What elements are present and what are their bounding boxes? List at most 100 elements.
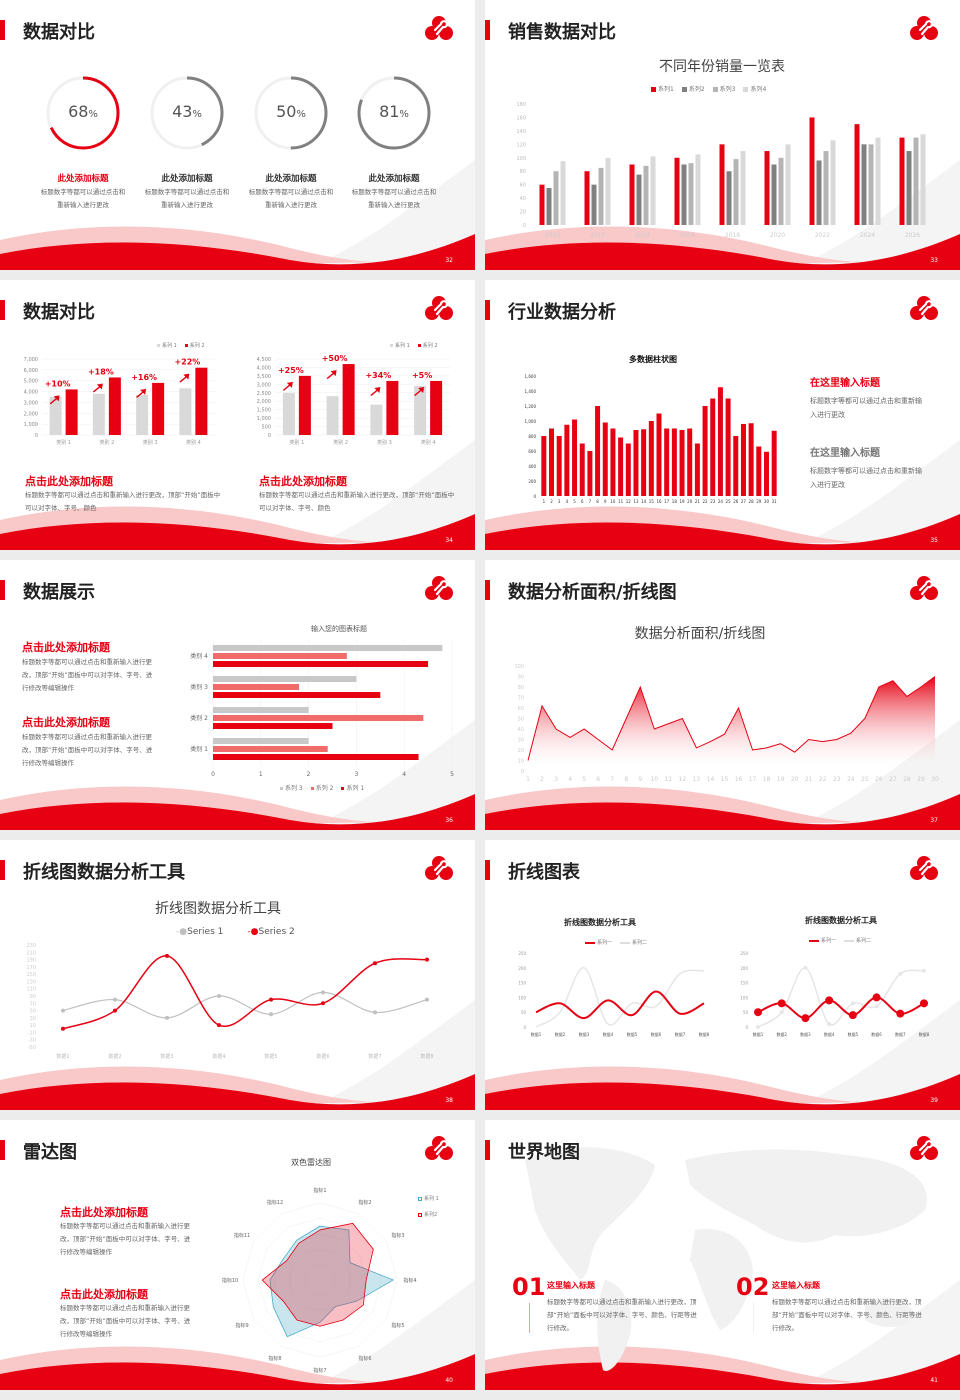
- data-point: [825, 996, 834, 1005]
- y-tick-label: 3,500: [257, 374, 271, 380]
- radar-grid: [288, 1248, 352, 1312]
- world-map: [525, 1147, 927, 1371]
- logo-icon: [424, 14, 454, 44]
- chart-legend: 系列一 系列二: [809, 937, 871, 944]
- y-tick-label: 3,000: [24, 400, 38, 406]
- area-line: [527, 676, 936, 761]
- x-tick-label: 5: [450, 771, 454, 778]
- legend-item: 系列 1: [418, 1195, 439, 1202]
- slide-34[interactable]: 0 1,000 2,000 3,000 4,000 5,000 6,000 7,000 类别 1…: [0, 280, 475, 550]
- block-heading: 点击此处添加标题: [22, 641, 110, 654]
- x-tick-label: 16: [656, 499, 662, 504]
- x-tick-label: 28: [749, 499, 755, 504]
- growth-arrow-icon: [370, 386, 381, 396]
- chart-title: 多数据柱状图: [629, 355, 677, 364]
- x-tick-label: 数据6: [651, 1031, 662, 1037]
- title-accent-bar: [0, 860, 5, 880]
- slide-title: 销售数据对比: [508, 22, 616, 43]
- ring-progress: [254, 76, 328, 150]
- bar: [65, 389, 78, 435]
- data-label: +50%: [322, 354, 348, 363]
- data-point: [920, 999, 928, 1008]
- y-tick-label: 210: [26, 950, 36, 956]
- slide-33[interactable]: 0 20 40 60 80 100 120 140 160 180 2010 2012 2014 2016…: [485, 0, 960, 270]
- chart-title: 折线图数据分析工具: [564, 918, 636, 927]
- bar: [726, 171, 732, 225]
- bar: [136, 394, 149, 435]
- x-tick-label: 数据8: [420, 1053, 433, 1060]
- x-tick-label: 26: [733, 499, 739, 504]
- series-line: [62, 955, 428, 1030]
- slide-35[interactable]: 0 200 400 600 800 1,000 1,200 1,400 1,600 1 2 3 4 5 6 7…: [485, 280, 960, 550]
- x-tick-label: 数据5: [848, 1031, 859, 1037]
- wave-shadow: [300, 1280, 475, 1390]
- bar: [625, 443, 631, 496]
- slide-38[interactable]: -50 -30 -10 10 30 50 70 90 110 130 150 170 190 210 230…: [0, 840, 475, 1110]
- slide-40[interactable]: 指标1 指标2 指标3 指标4 指标5 指标6 指标7 指标8 指标9 指标10 指标11 指标12 …: [0, 1120, 475, 1390]
- axis-label: 指标11: [234, 1232, 250, 1239]
- bar: [560, 161, 566, 225]
- wave-shadow: [785, 1280, 960, 1390]
- y-tick-label: 类别 3: [190, 683, 208, 691]
- wave-shadow: [785, 440, 960, 550]
- wave-shadow: [300, 1000, 475, 1110]
- radar-series: [261, 1222, 374, 1327]
- x-tick-label: 19: [777, 776, 785, 783]
- wave-red: [0, 514, 475, 550]
- slide-37[interactable]: 0 10 20 30 40 50 60 70 80 90 100 1 2 3 4 5 6 7 8 9 10 11 12 13 1…: [485, 560, 960, 830]
- block-heading: 点击此处添加标题: [259, 475, 347, 488]
- axis-label: 指标6: [358, 1355, 371, 1362]
- x-tick-label: 类别 3: [143, 439, 158, 446]
- y-tick-label: 2,500: [257, 391, 271, 397]
- ring-progress: [150, 76, 224, 150]
- x-tick-label: 数据3: [160, 1053, 173, 1060]
- x-tick-label: 2010: [545, 232, 560, 239]
- bar: [913, 137, 919, 225]
- bar: [579, 443, 585, 496]
- x-tick-label: 17: [749, 776, 757, 783]
- data-point: [217, 1023, 221, 1028]
- bar: [213, 746, 328, 752]
- wave-shadow: [300, 720, 475, 830]
- bar: [648, 421, 654, 496]
- data-point: [269, 997, 273, 1002]
- ring-layer: [46, 76, 431, 150]
- data-point: [373, 1010, 377, 1015]
- x-tick-label: 类别 3: [377, 439, 392, 446]
- bar: [748, 423, 754, 496]
- logo-icon: [424, 574, 454, 604]
- x-tick-label: 4: [568, 776, 572, 783]
- x-tick-label: 5: [573, 499, 576, 504]
- y-tick-label: 2,000: [257, 399, 271, 405]
- x-tick-label: 数据5: [627, 1031, 638, 1037]
- bar: [587, 451, 593, 496]
- y-tick-label: 1,500: [257, 408, 271, 414]
- x-tick-label: 数据2: [776, 1031, 787, 1037]
- slide-number: 37: [930, 817, 938, 824]
- slide-39[interactable]: 0 50 100 150 200 250 数据1 数据2 数据3 数据4 数据5 数据6 数据7 数据8 0…: [485, 840, 960, 1110]
- bar: [854, 124, 860, 225]
- slide-title: 数据对比: [23, 22, 95, 43]
- legend-item: 系列2: [681, 84, 705, 93]
- bar: [629, 164, 635, 225]
- y-tick-label: 0: [35, 433, 38, 439]
- x-tick-label: 20: [791, 776, 799, 783]
- x-tick-label: 26: [875, 776, 883, 783]
- bottom-wave: [0, 720, 475, 830]
- x-tick-label: 数据4: [212, 1053, 225, 1060]
- bar: [414, 386, 427, 435]
- slide-36[interactable]: 0 1 2 3 4 5 类别 1 类别 2 类别 3 类别 4 输入您的图表标题 点击此处添加标题…: [0, 560, 475, 830]
- y-tick-label: 190: [26, 958, 36, 964]
- bar: [213, 715, 424, 721]
- radar-series: [269, 1225, 395, 1338]
- slide-32[interactable]: 68% 43% 50% 81% 此处添加标题 此处添加标题 此处添加标题 此处添…: [0, 0, 475, 270]
- y-tick-label: 3,000: [257, 382, 271, 388]
- bar: [342, 364, 355, 435]
- y-tick-label: 100: [516, 156, 526, 162]
- slide-41[interactable]: 01 这里输入标题 标题数字等都可以通过点击和重新输入进行更改，顶部“开始”面板…: [485, 1120, 960, 1390]
- bar: [633, 430, 639, 496]
- logo-icon: [425, 296, 453, 320]
- x-tick-label: 3: [354, 771, 358, 778]
- title-accent-bar: [485, 580, 490, 600]
